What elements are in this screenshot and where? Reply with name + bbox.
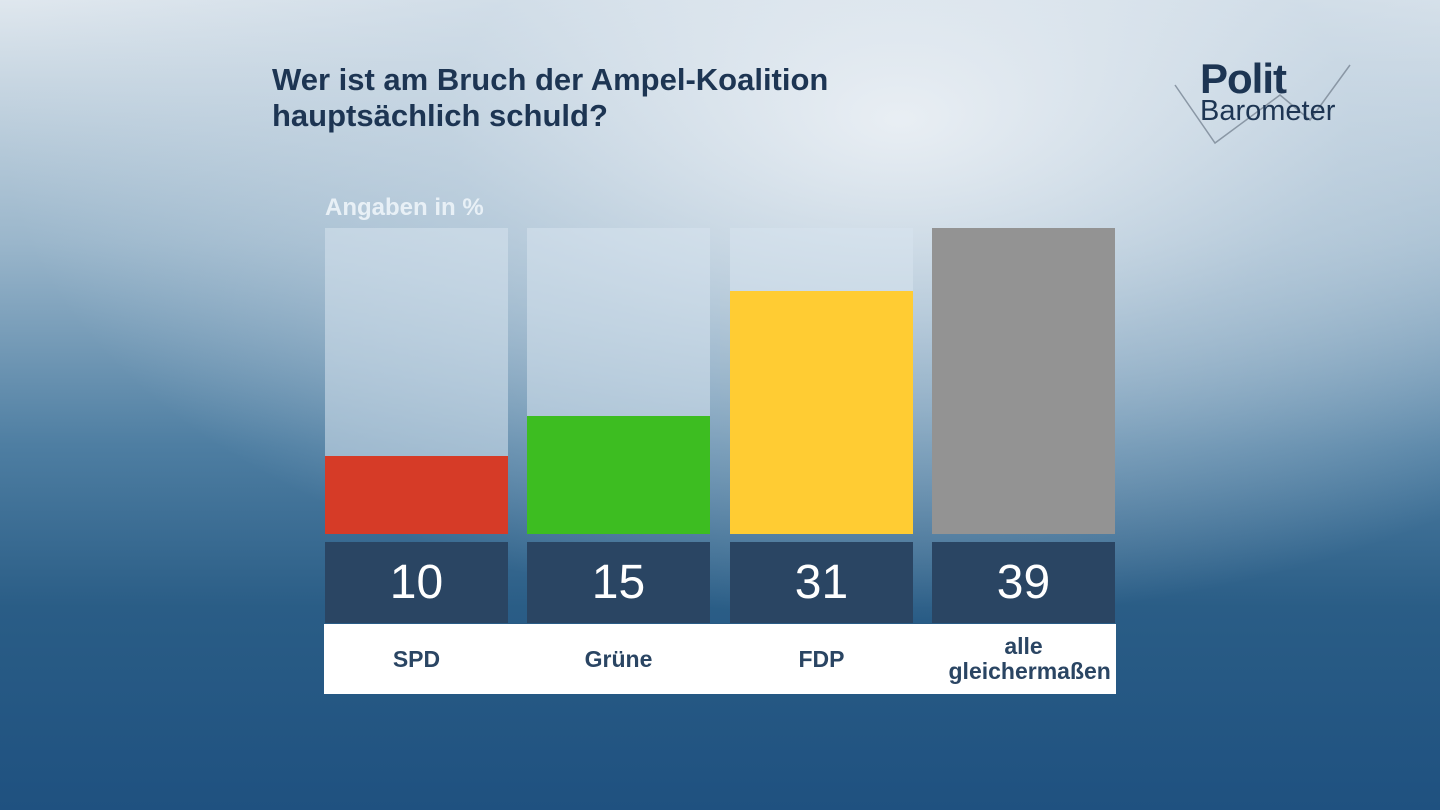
category-label: FDP (730, 624, 913, 694)
data-label: 10 (325, 542, 508, 623)
bar-track (932, 228, 1115, 534)
title-line-1: Wer ist am Bruch der Ampel-Koalition (272, 62, 829, 97)
bar (527, 416, 710, 534)
bar-track (325, 228, 508, 534)
category-text: Grüne (584, 645, 653, 672)
data-label: 31 (730, 542, 913, 623)
bar (730, 290, 913, 534)
category-text: FDP (798, 645, 845, 672)
bar-track (527, 228, 710, 534)
chart-title: Wer ist am Bruch der Ampel-Koalition hau… (272, 62, 828, 134)
category-label: alle gleichermaßen (932, 624, 1115, 694)
category-label: SPD (325, 624, 508, 694)
checkmark-icon (1174, 64, 1351, 145)
bar (325, 455, 508, 534)
logo-polit: Polit (1200, 55, 1287, 102)
chart-subtitle: Angaben in % (325, 194, 484, 221)
category-label: Grüne (527, 624, 710, 694)
logo-barometer: Barometer (1200, 95, 1336, 127)
category-text: alle gleichermaßen (948, 633, 1111, 684)
bar-track (730, 228, 913, 534)
politbarometer-logo: Polit Barometer (1170, 55, 1355, 145)
data-label: 15 (527, 542, 710, 623)
title-line-2: hauptsächlich schuld? (272, 98, 608, 133)
label-row (324, 624, 1116, 694)
data-label: 39 (932, 542, 1115, 623)
bar (932, 228, 1115, 534)
category-text: SPD (392, 645, 441, 672)
